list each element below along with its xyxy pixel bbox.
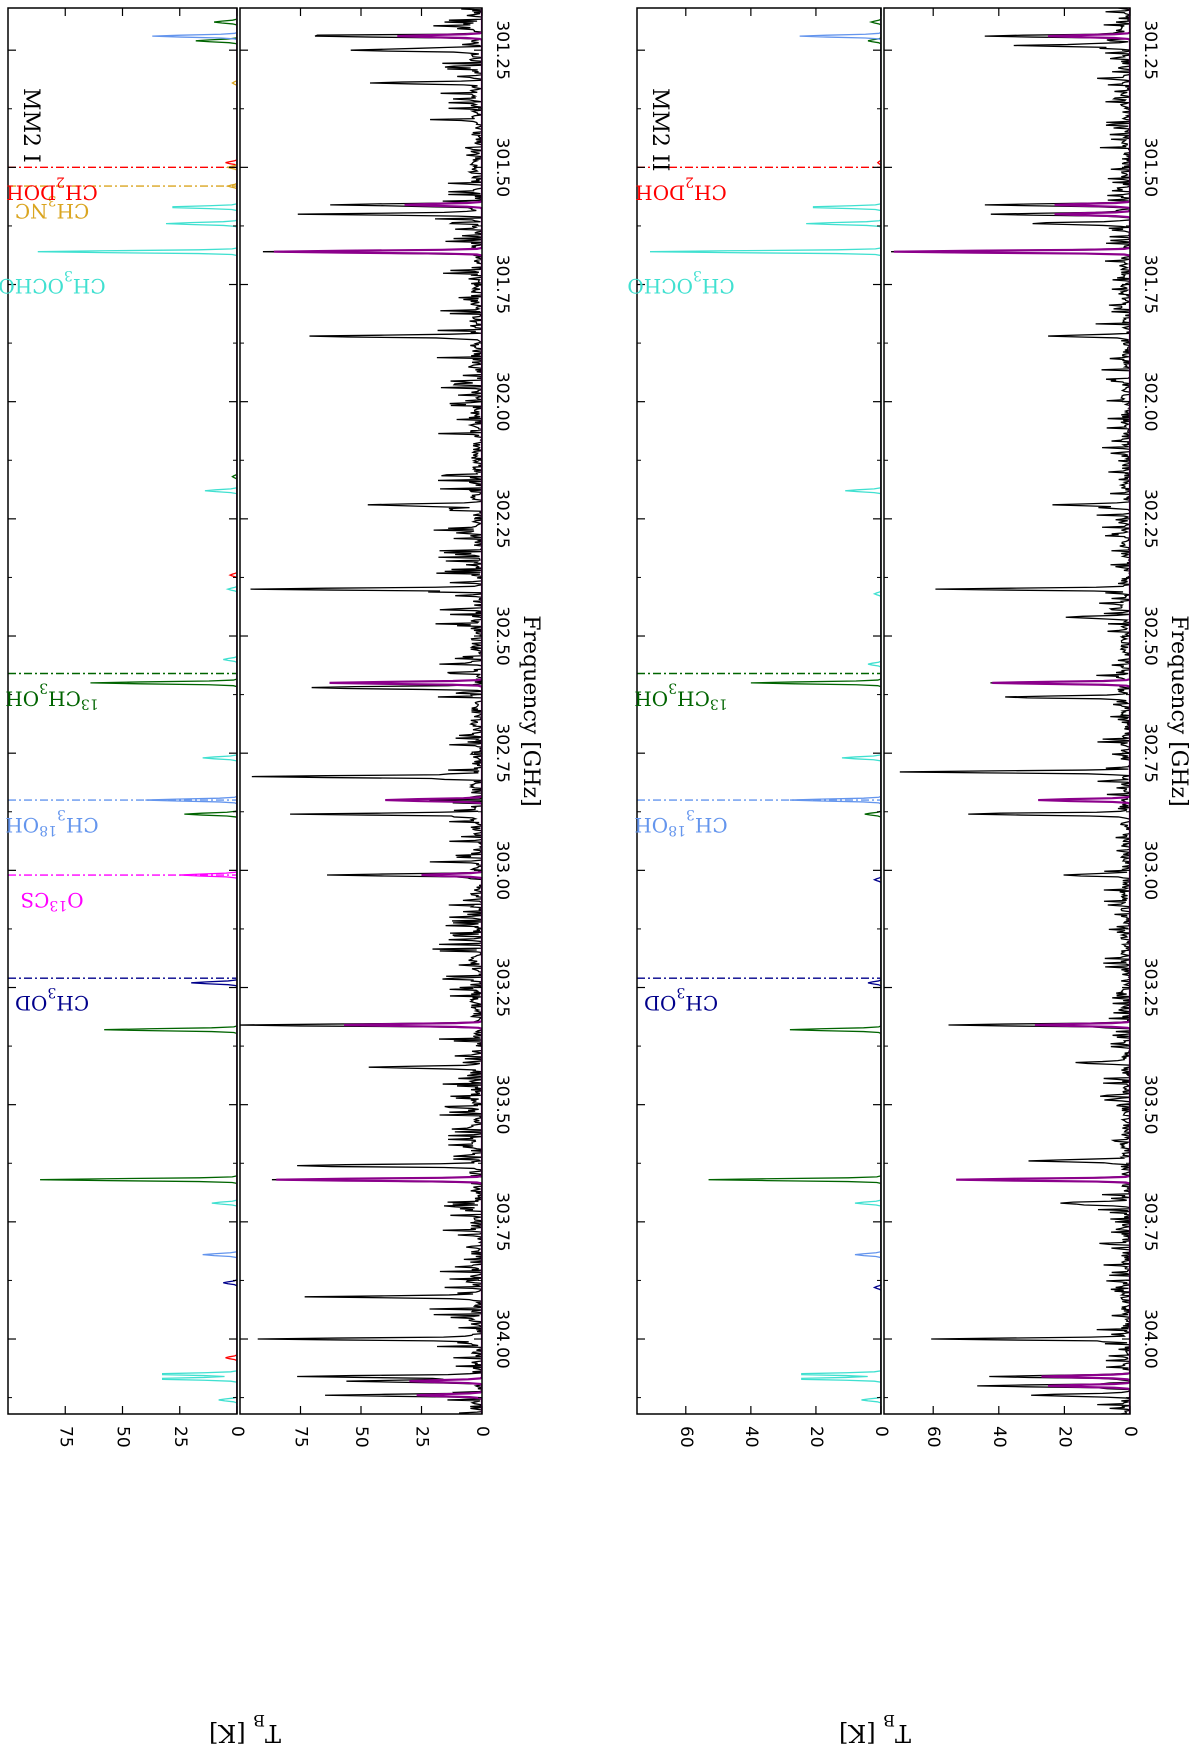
tb-tick-label: 25 — [170, 1426, 190, 1448]
tb-tick-label: 0 — [1120, 1426, 1140, 1437]
y-axis-title: TB [K] — [209, 1712, 281, 1748]
species-label: 13CH3OH — [5, 680, 98, 712]
freq-tick-label: 303.50 — [492, 1075, 512, 1134]
species-label: CH2DOH — [6, 173, 98, 204]
species-label: CH2DOH — [635, 173, 727, 204]
freq-tick-label: 303.25 — [492, 958, 512, 1017]
freq-tick-label: 302.00 — [492, 372, 512, 431]
freq-tick-label: 303.00 — [1140, 841, 1160, 900]
freq-tick-label: 302.25 — [492, 489, 512, 548]
tb-tick-label: 40 — [741, 1426, 761, 1448]
species-label: CH3NC — [15, 192, 89, 223]
panel-mm2-1-spectrum: 0 25 50 75 — [239, 7, 492, 1448]
freq-tick-label: 302.50 — [492, 606, 512, 665]
tb-tick-label: 50 — [113, 1426, 133, 1448]
tb-tick-label: 25 — [412, 1426, 432, 1448]
species-label: CH3OD — [15, 984, 89, 1015]
freq-tick-label: 302.50 — [1140, 606, 1160, 665]
freq-tick-label: 302.75 — [1140, 723, 1160, 782]
panel-frame — [883, 7, 1131, 1415]
tb-tick-label: 40 — [989, 1426, 1009, 1448]
series-13CH3OH — [40, 8, 237, 1414]
freq-tick-label: 302.75 — [492, 723, 512, 782]
species-label: CH3 18OH — [634, 806, 727, 838]
series-13CH3OH — [708, 8, 881, 1414]
freq-tick-label: 301.75 — [492, 255, 512, 314]
tb-tick-label: 20 — [1054, 1426, 1074, 1448]
freq-tick-label: 303.75 — [1140, 1192, 1160, 1251]
panel-title: MM2 I — [18, 88, 43, 163]
tb-tick-label: 0 — [472, 1426, 492, 1437]
species-label: CH3 18OH — [5, 806, 98, 838]
freq-tick-label: 302.25 — [1140, 489, 1160, 548]
freq-tick-label: 304.00 — [1140, 1309, 1160, 1368]
freq-tick-label: 301.75 — [1140, 255, 1160, 314]
species-label: CH3OD — [644, 984, 718, 1015]
panel-frame — [636, 7, 882, 1415]
tb-tick-label: 75 — [55, 1426, 75, 1448]
tb-tick-label: 0 — [227, 1426, 247, 1437]
x-axis-title: Frequency [GHz] — [518, 615, 543, 807]
tb-tick-label: 60 — [676, 1426, 696, 1448]
tb-tick-label: 0 — [871, 1426, 891, 1437]
freq-tick-label: 303.00 — [492, 841, 512, 900]
series-model — [893, 8, 1130, 1414]
freq-tick-label: 303.25 — [1140, 958, 1160, 1017]
species-label: CH3OCHO — [0, 267, 106, 298]
x-axis-title: Frequency [GHz] — [1166, 615, 1191, 807]
panel-mm2-2-spectrum: 0 20 40 60 — [883, 7, 1140, 1448]
y-axis-title: TB [K] — [839, 1712, 911, 1748]
freq-tick-label: 303.50 — [1140, 1075, 1160, 1134]
tb-tick-label: 75 — [291, 1426, 311, 1448]
tb-tick-label: 60 — [923, 1426, 943, 1448]
freq-tick-label: 302.00 — [1140, 372, 1160, 431]
species-label: CH3OCHO — [627, 267, 734, 298]
freq-tick-label: 303.75 — [492, 1192, 512, 1251]
freq-tick-label: 304.00 — [492, 1309, 512, 1368]
freq-tick-label: 301.50 — [492, 138, 512, 197]
freq-tick-label: 301.50 — [1140, 138, 1160, 197]
species-label: 13CH3OH — [634, 680, 727, 712]
species-label: O13CS — [20, 888, 83, 913]
freq-tick-label: 301.25 — [1140, 20, 1160, 79]
series-model — [273, 8, 482, 1414]
tb-tick-label: 50 — [351, 1426, 371, 1448]
freq-tick-label: 301.25 — [492, 20, 512, 79]
panel-title: MM2 II — [647, 88, 672, 171]
tb-tick-label: 20 — [806, 1426, 826, 1448]
